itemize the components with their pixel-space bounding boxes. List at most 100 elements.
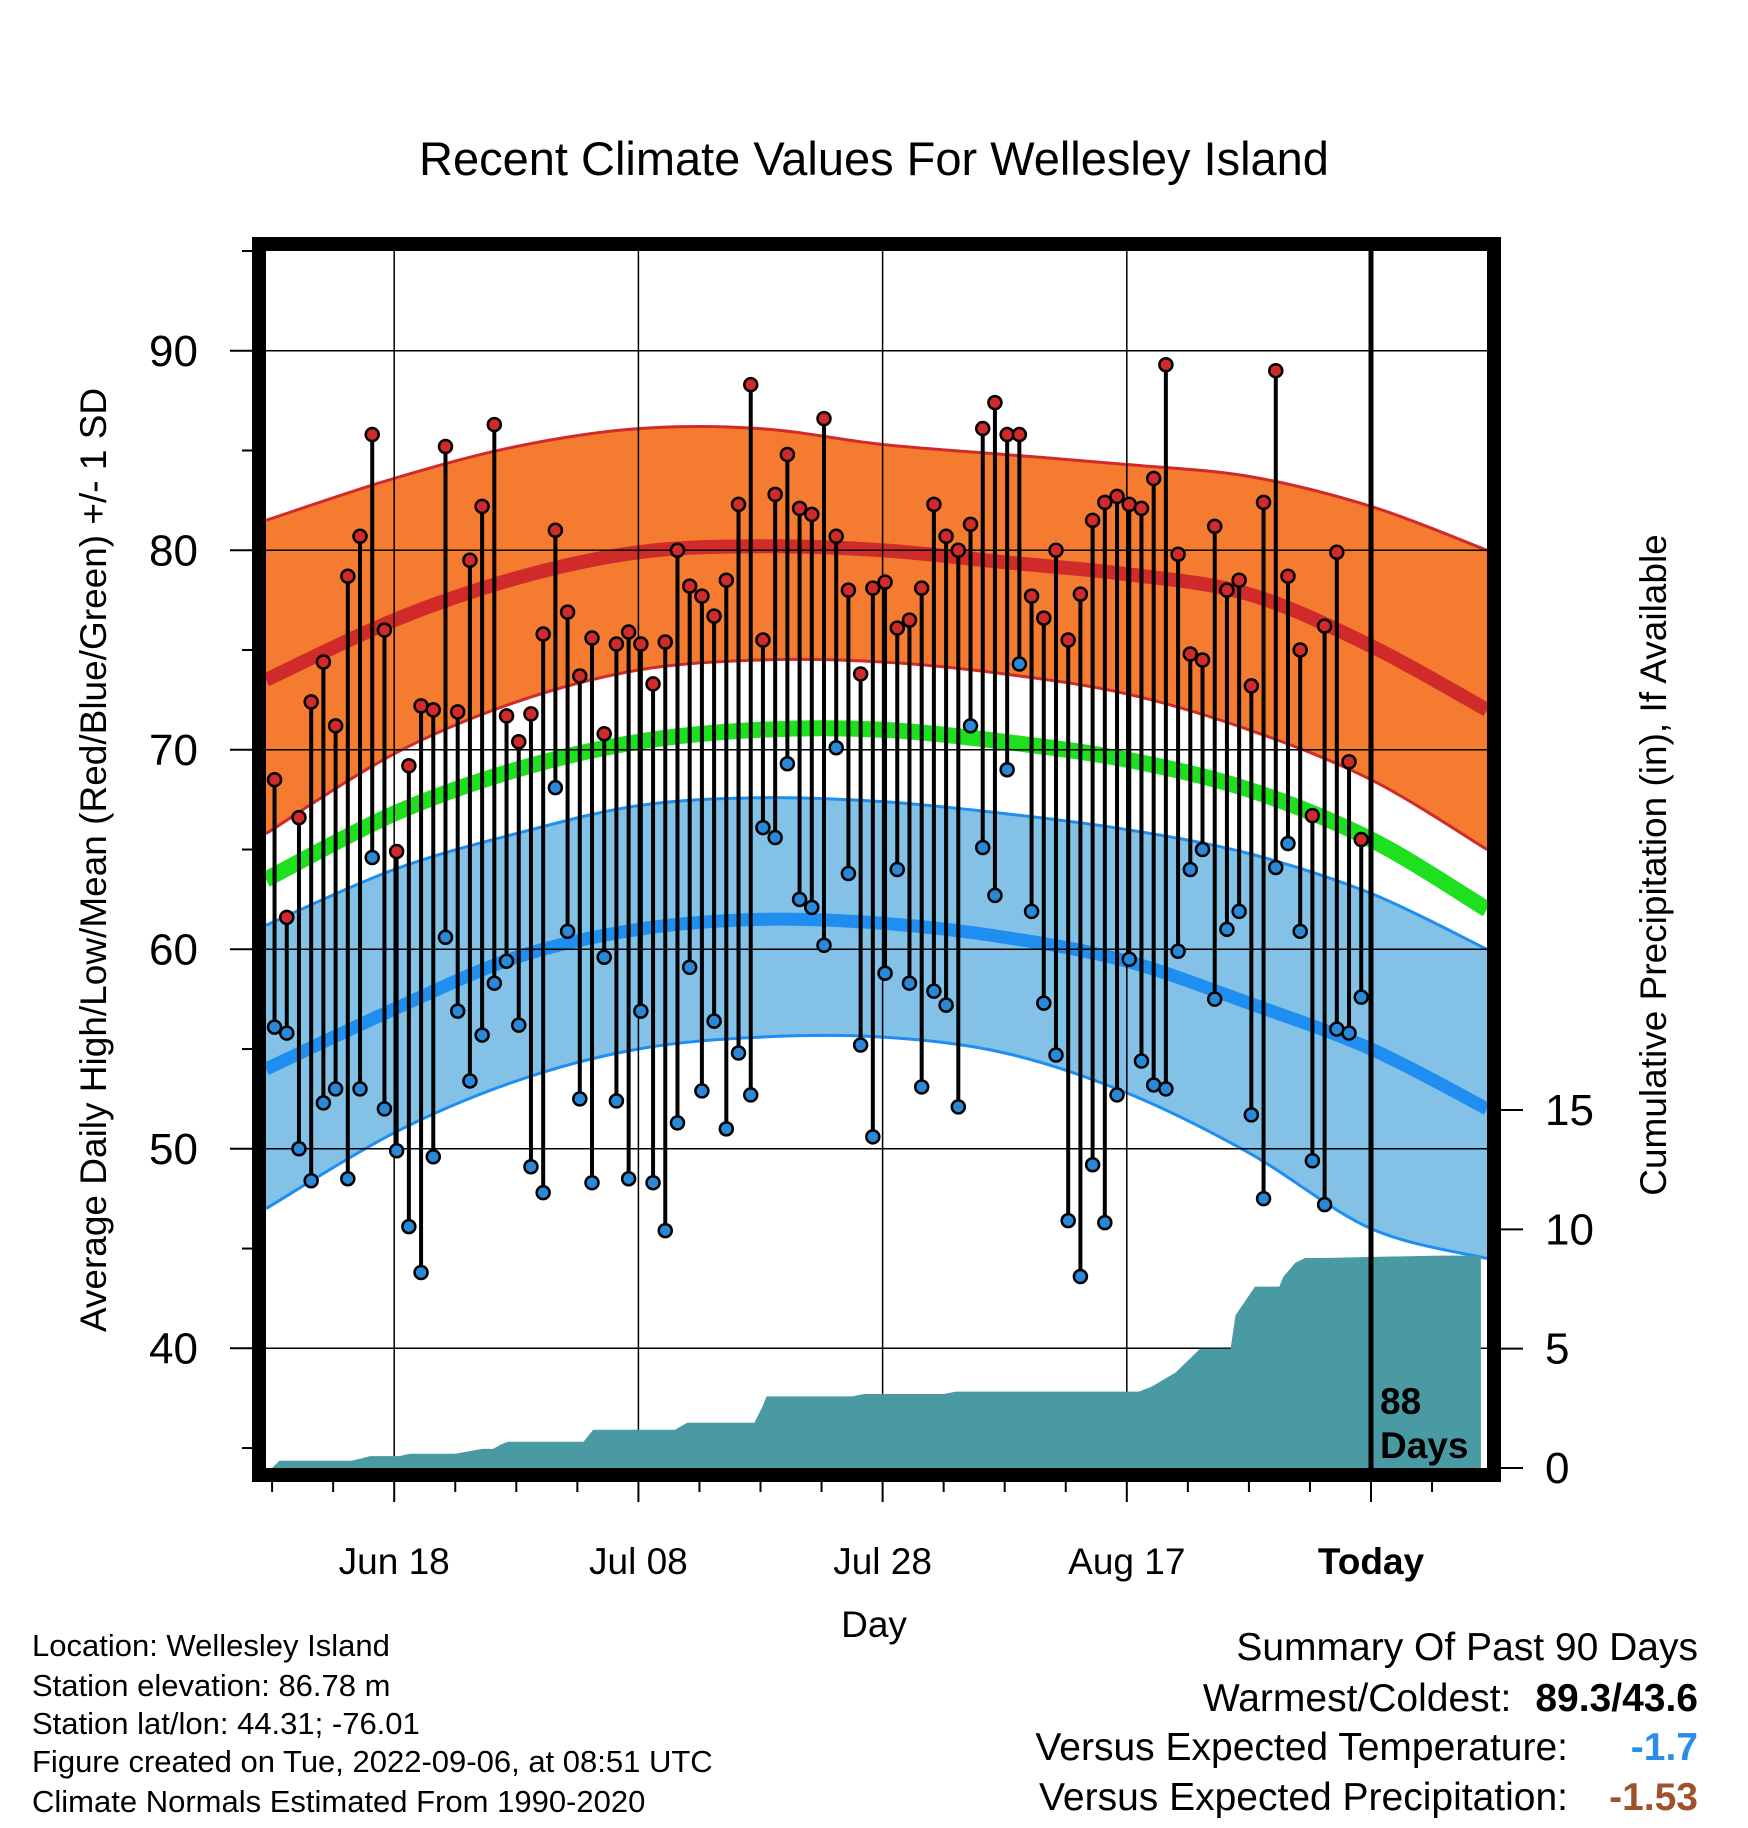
high-point xyxy=(1097,494,1113,511)
y2-tick-label: 5 xyxy=(1545,1325,1569,1374)
low-point xyxy=(1231,903,1247,920)
high-point xyxy=(1084,512,1101,529)
low-point xyxy=(449,1003,466,1019)
summary-coldest: 43.6 xyxy=(1622,1677,1698,1720)
low-point xyxy=(1182,861,1199,878)
low-point xyxy=(364,849,380,866)
low-point xyxy=(1206,991,1223,1007)
low-point xyxy=(266,1019,283,1035)
high-point xyxy=(584,630,600,646)
info-elevation: Station elevation: 86.78 m xyxy=(32,1668,390,1703)
high-point xyxy=(742,376,759,393)
high-point xyxy=(962,516,979,533)
summary-title: Summary Of Past 90 Days xyxy=(1236,1626,1698,1669)
high-point xyxy=(913,580,930,596)
y-tick-label: 40 xyxy=(149,1324,198,1373)
info-latlon: Station lat/lon: 44.31; -76.01 xyxy=(32,1706,420,1741)
high-point xyxy=(449,704,466,720)
high-point xyxy=(315,654,332,670)
high-point xyxy=(755,632,771,648)
high-point xyxy=(1182,646,1199,662)
x-tick-label: Jun 18 xyxy=(339,1541,450,1582)
high-point xyxy=(730,496,747,513)
low-point xyxy=(999,761,1015,778)
low-point xyxy=(1011,656,1028,672)
high-point xyxy=(1060,632,1076,648)
low-point xyxy=(694,1083,710,1099)
high-point xyxy=(718,572,735,588)
low-point xyxy=(877,965,893,981)
low-point xyxy=(755,819,771,836)
high-point xyxy=(547,522,564,539)
low-point xyxy=(1280,835,1296,852)
low-point xyxy=(327,1081,344,1097)
low-point xyxy=(1243,1107,1260,1123)
high-point xyxy=(437,438,454,455)
low-sd-band xyxy=(266,797,1487,1259)
low-point xyxy=(437,929,454,946)
high-point xyxy=(352,528,368,545)
low-point xyxy=(291,1141,307,1157)
low-point xyxy=(828,740,844,756)
low-point xyxy=(730,1045,747,1061)
high-point xyxy=(669,542,686,559)
high-point xyxy=(596,726,612,742)
high-point xyxy=(791,500,808,517)
high-point xyxy=(767,486,783,503)
high-point xyxy=(327,718,344,734)
low-point xyxy=(1023,903,1040,920)
high-point xyxy=(303,694,319,710)
low-point xyxy=(559,923,576,940)
low-point xyxy=(315,1095,332,1111)
high-point xyxy=(1011,426,1028,443)
low-point xyxy=(413,1264,429,1281)
high-point xyxy=(279,909,295,926)
low-point xyxy=(1268,859,1284,876)
low-point xyxy=(926,983,942,999)
low-point xyxy=(1292,923,1308,940)
summary-precip-label: Versus Expected Precipitation: xyxy=(1039,1776,1568,1819)
high-point xyxy=(1023,588,1040,604)
high-point xyxy=(865,580,881,596)
high-point xyxy=(1292,642,1308,658)
high-point xyxy=(572,668,588,684)
high-point xyxy=(340,568,356,584)
low-point xyxy=(1121,951,1137,968)
high-point xyxy=(877,574,893,590)
low-point xyxy=(950,1099,967,1115)
high-point xyxy=(1329,544,1345,561)
high-point xyxy=(926,496,942,513)
low-point xyxy=(425,1149,442,1165)
x-tick-label: Aug 17 xyxy=(1068,1541,1185,1582)
low-point xyxy=(913,1079,930,1095)
high-point xyxy=(1268,362,1284,379)
low-point xyxy=(547,779,564,796)
high-point xyxy=(559,604,576,620)
low-point xyxy=(352,1081,368,1097)
high-point xyxy=(1219,582,1235,598)
high-point xyxy=(1206,518,1223,535)
today-days-label: Days xyxy=(1380,1425,1468,1466)
low-point xyxy=(633,1003,649,1019)
low-point xyxy=(498,953,515,969)
low-point xyxy=(401,1218,417,1235)
low-point xyxy=(1048,1047,1064,1063)
low-point xyxy=(340,1170,356,1187)
low-point xyxy=(1036,995,1052,1011)
high-point xyxy=(523,706,539,722)
high-point xyxy=(681,578,698,594)
low-point xyxy=(901,975,918,991)
high-point xyxy=(291,809,307,826)
low-point xyxy=(523,1158,539,1175)
low-point xyxy=(974,839,991,856)
low-point xyxy=(486,975,503,991)
y-tick-label: 80 xyxy=(149,526,198,575)
high-point xyxy=(1036,610,1052,626)
low-point xyxy=(1133,1053,1150,1069)
low-point xyxy=(620,1170,637,1187)
high-point xyxy=(840,582,857,598)
low-point xyxy=(279,1025,295,1041)
y2-tick-label: 15 xyxy=(1545,1086,1594,1135)
high-point xyxy=(1316,618,1333,634)
